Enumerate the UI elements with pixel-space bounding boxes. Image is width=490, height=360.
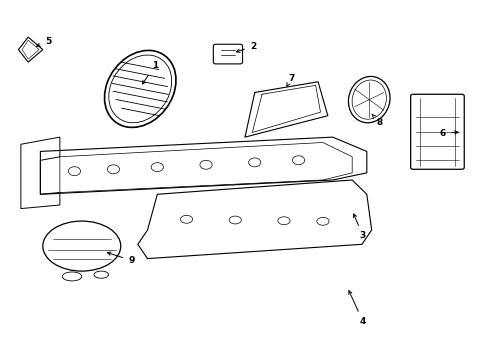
Text: 5: 5 <box>37 37 51 46</box>
Text: 9: 9 <box>107 252 134 265</box>
Text: 2: 2 <box>237 41 256 52</box>
Text: 8: 8 <box>372 114 383 127</box>
Text: 1: 1 <box>143 61 158 84</box>
Text: 6: 6 <box>440 129 458 138</box>
Text: 7: 7 <box>287 74 294 86</box>
Text: 4: 4 <box>349 291 366 325</box>
Text: 3: 3 <box>353 214 366 240</box>
